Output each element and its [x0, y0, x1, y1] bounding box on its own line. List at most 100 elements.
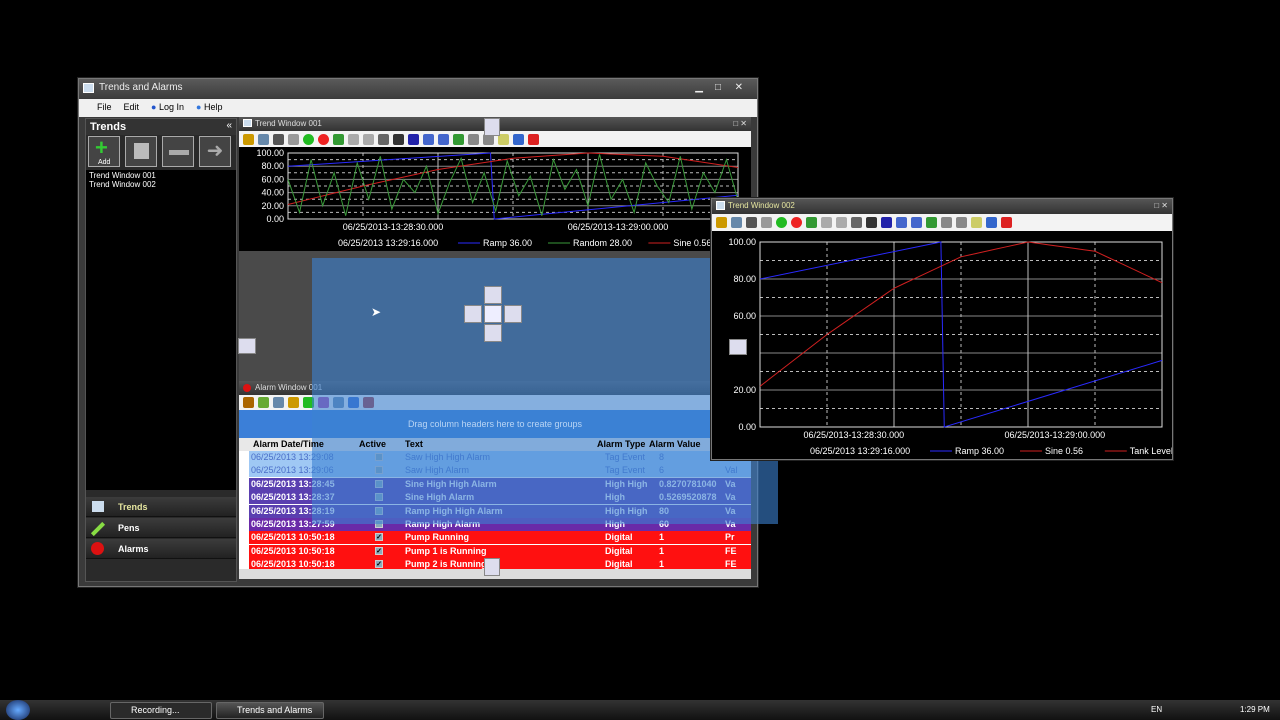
remove-button[interactable] — [162, 136, 194, 167]
alarm-row[interactable]: 06/25/2013 13:28:37 Sine High Alarm High 0.… — [249, 491, 751, 505]
alarm-row[interactable]: 06/25/2013 13:27:59 Ramp High Alarm High 60… — [249, 518, 751, 531]
alarm-row[interactable]: 06/25/2013 10:50:18 ✓ Pump Running Digital 1… — [249, 531, 751, 545]
toolbar-button-icon[interactable] — [273, 397, 284, 408]
active-checkbox[interactable] — [375, 493, 383, 502]
list-item[interactable]: Trend Window 002 — [89, 180, 156, 189]
toolbar-button-icon[interactable] — [941, 217, 952, 228]
toolbar-button-icon[interactable] — [791, 217, 802, 228]
toolbar-button-icon[interactable] — [273, 133, 284, 145]
menu-file[interactable]: File — [97, 102, 112, 112]
taskbar-item-trends[interactable]: Trends and Alarms — [216, 702, 324, 719]
active-checkbox[interactable] — [375, 506, 383, 515]
toolbar-button-icon[interactable] — [393, 133, 404, 145]
toolbar-button-icon[interactable] — [363, 397, 374, 408]
alarm-row[interactable]: 06/25/2013 13:28:45 Sine High High Alarm H… — [249, 477, 751, 491]
toolbar-button-icon[interactable] — [926, 217, 937, 228]
toolbar-button-icon[interactable] — [378, 133, 389, 145]
column-header[interactable]: Alarm Value — [649, 439, 701, 449]
dock-bottom-icon[interactable] — [484, 324, 502, 342]
toolbar-button-icon[interactable] — [243, 397, 254, 408]
toolbar-button-icon[interactable] — [363, 133, 374, 145]
forward-button[interactable]: ➜ — [199, 136, 231, 167]
toolbar-button-icon[interactable] — [348, 133, 359, 145]
toolbar-button-icon[interactable] — [303, 397, 314, 408]
toolbar-button-icon[interactable] — [806, 217, 817, 228]
list-item[interactable]: Trend Window 001 — [89, 171, 156, 180]
dock-bottom-edge-icon[interactable] — [484, 558, 500, 576]
toolbar-button-icon[interactable] — [288, 133, 299, 145]
maximize-button[interactable]: □ — [714, 82, 721, 93]
active-checkbox[interactable] — [375, 466, 383, 475]
minimize-button[interactable]: ▁ — [695, 82, 703, 93]
trend2-title-bar[interactable]: Trend Window 002 □ ✕ — [712, 199, 1172, 214]
menu-login[interactable]: ● Log In — [151, 102, 185, 112]
group-by-area[interactable]: Drag column headers here to create group… — [239, 410, 751, 438]
toolbar-button-icon[interactable] — [866, 217, 877, 228]
toolbar-button-icon[interactable] — [483, 133, 494, 145]
toolbar-button-icon[interactable] — [453, 133, 464, 145]
active-checkbox[interactable]: ✓ — [375, 560, 383, 569]
toolbar-button-icon[interactable] — [881, 217, 892, 228]
toolbar-button-icon[interactable] — [303, 133, 314, 145]
start-button[interactable] — [6, 700, 30, 720]
toolbar-button-icon[interactable] — [836, 217, 847, 228]
trend1-chart[interactable]: 100.00 80.00 60.00 40.00 20.00 0.00 06/25/2013… — [239, 147, 751, 251]
toolbar-button-icon[interactable] — [243, 133, 254, 145]
toolbar-button-icon[interactable] — [971, 217, 982, 228]
toolbar-button-icon[interactable] — [288, 397, 299, 408]
active-checkbox[interactable]: ✓ — [375, 533, 383, 542]
toolbar-button-icon[interactable] — [716, 217, 727, 228]
toolbar-button-icon[interactable] — [468, 133, 479, 145]
alarm-row[interactable]: 06/25/2013 13:29:06 Saw High Alarm Tag Eve… — [249, 464, 751, 478]
menu-edit[interactable]: Edit — [123, 102, 140, 112]
alarm-row[interactable]: 06/25/2013 10:50:18 ✓ Pump 1 is Running Dig… — [249, 544, 751, 558]
toolbar-button-icon[interactable] — [761, 217, 772, 228]
toolbar-button-icon[interactable] — [746, 217, 757, 228]
toolbar-button-icon[interactable] — [911, 217, 922, 228]
toolbar-button-icon[interactable] — [776, 217, 787, 228]
toolbar-button-icon[interactable] — [318, 397, 329, 408]
collapse-icon[interactable]: « — [226, 120, 232, 131]
dock-left-edge-icon[interactable] — [238, 338, 256, 354]
nav-trends[interactable]: Trends — [86, 497, 236, 517]
close-icon[interactable]: □ ✕ — [733, 119, 747, 128]
dock-center-icon[interactable] — [484, 305, 502, 323]
toolbar-button-icon[interactable] — [896, 217, 907, 228]
toolbar-button-icon[interactable] — [318, 133, 329, 145]
close-button[interactable]: ✕ — [734, 82, 743, 93]
nav-alarms[interactable]: Alarms — [86, 539, 236, 559]
column-header[interactable]: Active — [359, 439, 387, 449]
dock-right-edge-icon[interactable] — [729, 339, 747, 355]
language-indicator[interactable]: EN — [1151, 705, 1163, 714]
active-checkbox[interactable] — [375, 453, 383, 461]
nav-pens[interactable]: Pens — [86, 518, 236, 538]
column-header[interactable]: Alarm Date/Time — [253, 439, 324, 449]
menu-help[interactable]: ● Help — [196, 102, 223, 112]
toolbar-button-icon[interactable] — [408, 133, 419, 145]
column-header[interactable]: Alarm Type — [597, 439, 646, 449]
taskbar-item-recording[interactable]: Recording... — [110, 702, 212, 719]
dock-right-icon[interactable] — [504, 305, 522, 323]
toolbar-button-icon[interactable] — [731, 217, 742, 228]
toolbar-button-icon[interactable] — [258, 133, 269, 145]
dock-left-icon[interactable] — [464, 305, 482, 323]
toolbar-button-icon[interactable] — [528, 133, 539, 145]
alarm-row[interactable]: 06/25/2013 13:29:08 Saw High High Alarm Ta… — [249, 451, 751, 464]
dock-guide[interactable] — [464, 286, 522, 342]
dock-top-edge-icon[interactable] — [484, 118, 500, 136]
active-checkbox[interactable]: ✓ — [375, 546, 383, 555]
toolbar-button-icon[interactable] — [258, 397, 269, 408]
toolbar-button-icon[interactable] — [513, 133, 524, 145]
toolbar-button-icon[interactable] — [438, 133, 449, 145]
toolbar-button-icon[interactable] — [956, 217, 967, 228]
alarm-row[interactable]: 06/25/2013 10:50:18 ✓ Pump 2 is Running Dig… — [249, 558, 751, 572]
toolbar-button-icon[interactable] — [348, 397, 359, 408]
active-checkbox[interactable] — [375, 520, 383, 528]
close-icon[interactable]: □ ✕ — [1154, 201, 1168, 210]
dock-top-icon[interactable] — [484, 286, 502, 304]
toolbar-button-icon[interactable] — [333, 133, 344, 145]
toolbar-button-icon[interactable] — [986, 217, 997, 228]
add-button[interactable]: + Add — [88, 136, 120, 167]
toolbar-button-icon[interactable] — [1001, 217, 1012, 228]
toolbar-button-icon[interactable] — [851, 217, 862, 228]
